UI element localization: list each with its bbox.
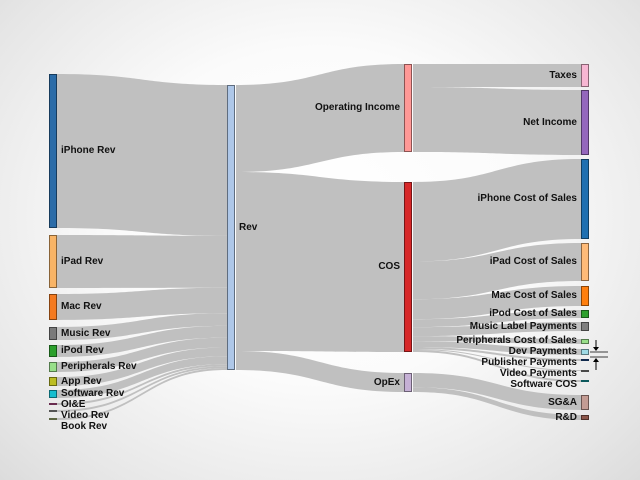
link-cos-to-ipad_cos — [413, 243, 581, 300]
link-book_rev-to-rev — [57, 368, 227, 420]
label-software-rev: Software Rev — [61, 388, 125, 399]
link-peripherals_rev-to-rev — [57, 337, 227, 372]
label-rd: R&D — [555, 411, 577, 423]
label-rev: Rev — [239, 221, 258, 233]
node-operating-income[interactable] — [404, 64, 412, 152]
label-sga: SG&A — [548, 396, 577, 408]
label-iphone-cos: iPhone Cost of Sales — [477, 193, 577, 204]
link-rev-to-cos — [236, 172, 404, 352]
dimension-arrows-icon — [590, 340, 608, 370]
node-peripherals-rev[interactable] — [49, 362, 57, 372]
node-mac-cos[interactable] — [581, 286, 589, 306]
link-opex-to-sga — [413, 373, 581, 410]
link-rev-to-operating-income — [236, 64, 404, 172]
link-cos-to-dev_payments — [413, 341, 581, 355]
link-oie-to-rev — [57, 364, 227, 405]
link-opex-to-rd — [413, 387, 581, 420]
label-app-rev: App Rev — [61, 375, 102, 387]
label-video-payments: Video Payments — [499, 368, 577, 379]
label-cos: COS — [378, 261, 400, 272]
node-music-rev[interactable] — [49, 327, 57, 340]
link-cos-to-music_label — [413, 322, 581, 337]
node-rd[interactable] — [581, 415, 589, 420]
node-publisher-payments[interactable] — [581, 359, 589, 361]
label-ipod-rev: iPod Rev — [61, 345, 104, 356]
node-cos[interactable] — [404, 182, 412, 352]
label-operating-income: Operating Income — [314, 102, 400, 113]
link-ipad_rev-to-rev — [57, 235, 227, 288]
node-taxes[interactable] — [581, 64, 589, 87]
node-iphone-cos[interactable] — [581, 159, 589, 239]
label-software-cos: Software COS — [510, 379, 577, 390]
link-cos-to-mac_cos — [413, 286, 581, 320]
link-cos-to-software_cos — [413, 350, 581, 382]
node-video-payments[interactable] — [581, 370, 589, 372]
node-mac-rev[interactable] — [49, 294, 57, 320]
node-music-label[interactable] — [581, 322, 589, 331]
link-cos-to-peripherals_cos — [413, 336, 581, 344]
node-software-rev[interactable] — [49, 390, 57, 398]
node-book-rev[interactable] — [49, 418, 57, 420]
link-video_rev-to-rev — [57, 366, 227, 412]
node-dev-payments[interactable] — [581, 349, 589, 355]
node-opex[interactable] — [404, 373, 412, 392]
node-ipod-rev[interactable] — [49, 345, 57, 357]
label-net-income: Net Income — [523, 116, 577, 128]
label-taxes: Taxes — [549, 69, 577, 81]
node-sga[interactable] — [581, 395, 589, 410]
link-ipod_rev-to-rev — [57, 325, 227, 357]
label-dev-payments: Dev Payments — [508, 346, 577, 357]
node-peripherals-cos[interactable] — [581, 339, 589, 344]
label-book-rev: Book Rev — [61, 421, 108, 432]
link-cos-to-ipod_cos — [413, 310, 581, 328]
node-software-cos[interactable] — [581, 380, 589, 382]
link-software_rev-to-rev — [57, 356, 227, 398]
link-iphone_rev-to-rev — [57, 74, 227, 236]
label-music-label: Music Label Payments — [469, 320, 577, 332]
node-ipod-cos[interactable] — [581, 310, 589, 318]
link-rev-to-opex — [236, 351, 404, 392]
label-publisher-payments: Publisher Payments — [481, 357, 577, 368]
link-operating_income-to-net_income — [413, 87, 581, 155]
node-iphone-rev[interactable] — [49, 74, 57, 228]
node-ipad-cos[interactable] — [581, 243, 589, 281]
node-app-rev[interactable] — [49, 377, 57, 386]
node-rev[interactable] — [227, 85, 235, 370]
label-ipod-cos: iPod Cost of Sales — [489, 308, 577, 319]
link-app_rev-to-rev — [57, 347, 227, 386]
label-peripherals-cos: Peripherals Cost of Sales — [456, 335, 577, 346]
link-cos-to-video_payments — [413, 349, 581, 371]
label-mac-cos: Mac Cost of Sales — [491, 290, 577, 301]
label-peripherals-rev: Peripherals Rev — [61, 361, 137, 372]
node-oie[interactable] — [49, 403, 57, 405]
label-ipad-cos: iPad Cost of Sales — [489, 256, 577, 267]
node-ipad-rev[interactable] — [49, 235, 57, 288]
label-music-rev: Music Rev — [61, 327, 111, 339]
label-mac-rev: Mac Rev — [61, 301, 102, 312]
label-ipad-rev: iPad Rev — [61, 255, 104, 267]
label-opex: OpEx — [373, 376, 400, 388]
link-mac_rev-to-rev — [57, 287, 227, 320]
link-cos-to-iphone_cos — [413, 159, 581, 262]
link-operating_income-to-taxes — [413, 64, 581, 87]
label-video-rev: Video Rev — [61, 410, 110, 421]
link-music_rev-to-rev — [57, 313, 227, 340]
label-iphone-rev: iPhone Rev — [61, 145, 116, 156]
label-oie: OI&E — [61, 399, 86, 410]
link-cos-to-publisher_payments — [413, 347, 581, 361]
node-net-income[interactable] — [581, 90, 589, 155]
node-video-rev[interactable] — [49, 410, 57, 412]
